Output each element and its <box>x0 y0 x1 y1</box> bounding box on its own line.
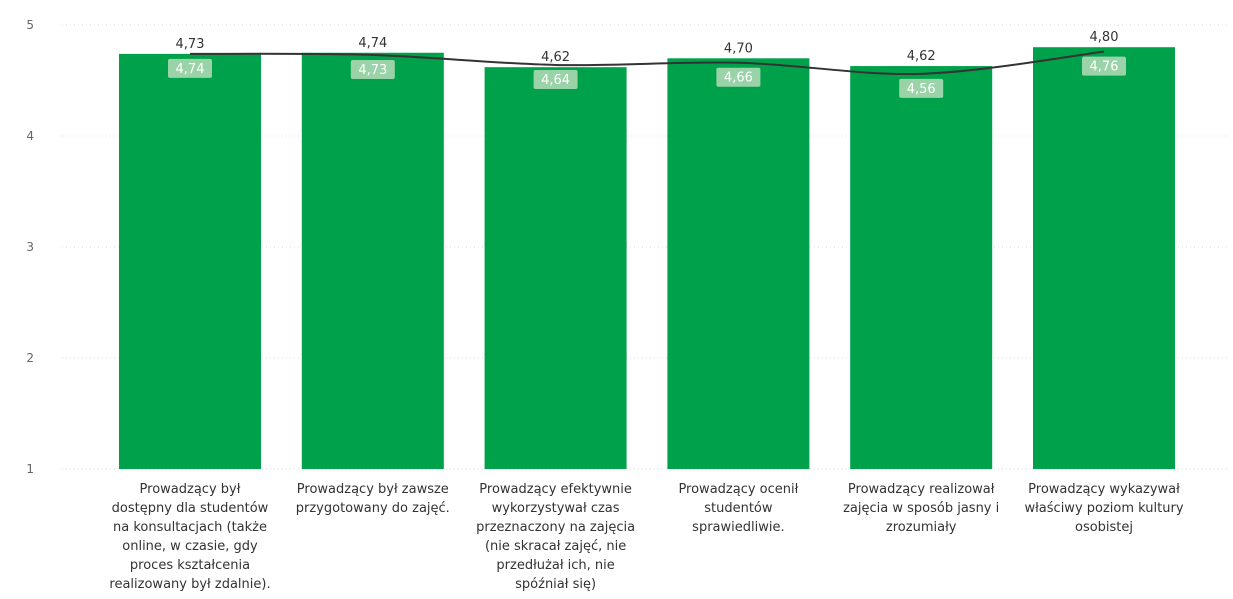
line-value-label: 4,66 <box>724 71 753 86</box>
y-tick-label: 2 <box>26 351 34 365</box>
line-label-box <box>899 78 944 98</box>
x-category-label: Prowadzący był zawsze przygotowany do za… <box>295 482 450 516</box>
bar-value-label: 4,62 <box>541 50 570 65</box>
bar <box>667 58 810 470</box>
y-tick-label: 3 <box>26 240 34 254</box>
line-value-label: 4,64 <box>541 73 570 88</box>
line-value-label: 4,56 <box>907 82 936 97</box>
bar-value-label: 4,80 <box>1090 30 1119 45</box>
line-label-box <box>350 59 395 79</box>
y-tick-label: 5 <box>26 18 34 32</box>
line-value-label: 4,73 <box>358 63 387 78</box>
bar <box>850 66 993 469</box>
y-tick-label: 4 <box>26 129 34 143</box>
bar-value-label: 4,62 <box>907 49 936 64</box>
bar-value-label: 4,74 <box>358 36 387 51</box>
bar <box>301 52 444 469</box>
x-category-label: Prowadzący był dostępny dla studentów na… <box>109 482 271 592</box>
bar-value-label: 4,70 <box>724 41 753 56</box>
line-label-box <box>1082 56 1126 76</box>
bar-value-label: 4,73 <box>176 37 205 52</box>
line-label-box <box>168 58 212 78</box>
x-category-label: Prowadzący realizował zajęcia w sposób j… <box>843 482 1000 535</box>
bar <box>484 67 627 470</box>
bar <box>119 53 261 470</box>
line-label-box <box>716 67 761 87</box>
bar <box>1033 47 1175 469</box>
series-line <box>189 50 1105 76</box>
line-label-box <box>533 69 578 89</box>
line-value-label: 4,74 <box>176 62 205 77</box>
x-category-label: Prowadzący wykazywał właściwy poziom kul… <box>1024 482 1184 535</box>
line-value-label: 4,76 <box>1090 60 1119 75</box>
x-category-label: Prowadzący ocenił studentów sprawiedliwi… <box>678 482 799 535</box>
x-category-label: Prowadzący efektywnie wykorzystywał czas… <box>476 482 636 592</box>
y-tick-label: 1 <box>26 462 34 476</box>
